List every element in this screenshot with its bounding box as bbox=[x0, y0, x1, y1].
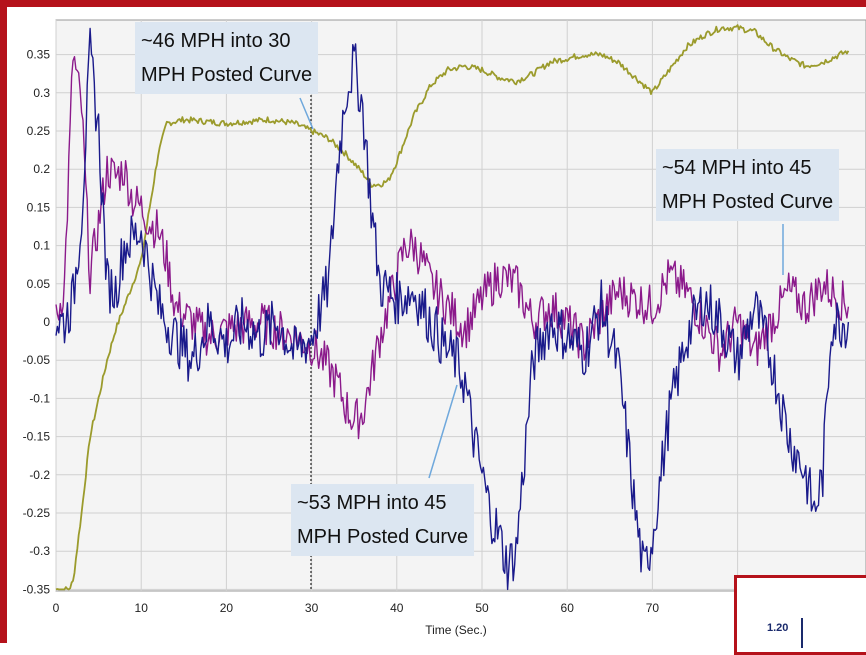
annotation-line: ~53 MPH into 45 bbox=[297, 492, 447, 514]
y-tick-label: 0.35 bbox=[27, 48, 51, 62]
series-line bbox=[55, 27, 850, 591]
inset-tick-label: 1.20 bbox=[767, 622, 789, 634]
x-tick-label: 10 bbox=[135, 601, 149, 615]
y-tick-label: -0.2 bbox=[29, 468, 50, 482]
y-tick-label: 0.25 bbox=[27, 124, 51, 138]
x-tick-label: 50 bbox=[475, 601, 489, 615]
y-tick-label: -0.05 bbox=[23, 353, 51, 367]
annotation: ~53 MPH into 45 MPH Posted Curve bbox=[291, 484, 475, 556]
annotation-line: MPH Posted Curve bbox=[297, 526, 469, 548]
callout-pointer bbox=[299, 97, 314, 130]
annotation-line: ~46 MPH into 30 bbox=[141, 30, 291, 52]
annotation-line: MPH Posted Curve bbox=[141, 64, 313, 86]
annotation: ~54 MPH into 45 MPH Posted Curve bbox=[656, 149, 840, 221]
y-tick-label: 0.15 bbox=[27, 200, 51, 214]
inset-axis bbox=[801, 618, 803, 648]
x-tick-label: 40 bbox=[390, 601, 404, 615]
series-line bbox=[55, 24, 850, 591]
series-line bbox=[55, 56, 850, 440]
y-tick-label: -0.35 bbox=[23, 582, 51, 596]
y-tick-label: 0.05 bbox=[27, 277, 51, 291]
x-axis: 0102030405060708 bbox=[53, 601, 742, 615]
y-tick-label: -0.3 bbox=[29, 544, 50, 558]
y-tick-label: -0.15 bbox=[23, 430, 51, 444]
series-group bbox=[55, 24, 850, 591]
y-tick-label: -0.1 bbox=[29, 391, 50, 405]
x-tick-label: 0 bbox=[53, 601, 60, 615]
x-tick-label: 70 bbox=[646, 601, 660, 615]
x-tick-label: 60 bbox=[561, 601, 575, 615]
annotation-line: ~54 MPH into 45 bbox=[662, 157, 812, 179]
y-tick-label: 0.3 bbox=[33, 86, 50, 100]
y-axis: 0.35 0.3 0.25 0.2 0.15 0.1 0.05 0 -0.05 -0.1 -0.15… bbox=[23, 48, 51, 597]
inset-chart: 1.20 bbox=[734, 575, 866, 655]
x-tick-label: 20 bbox=[220, 601, 234, 615]
y-tick-label: -0.25 bbox=[23, 506, 51, 520]
x-tick-label: 30 bbox=[305, 601, 319, 615]
y-tick-label: 0 bbox=[43, 315, 50, 329]
y-tick-label: 0.1 bbox=[33, 239, 50, 253]
annotation-line: MPH Posted Curve bbox=[662, 191, 834, 213]
callout-pointer bbox=[428, 384, 458, 479]
annotation: ~46 MPH into 30 MPH Posted Curve bbox=[135, 22, 319, 94]
x-axis-label: Time (Sec.) bbox=[425, 623, 487, 637]
y-tick-label: 0.2 bbox=[33, 162, 50, 176]
